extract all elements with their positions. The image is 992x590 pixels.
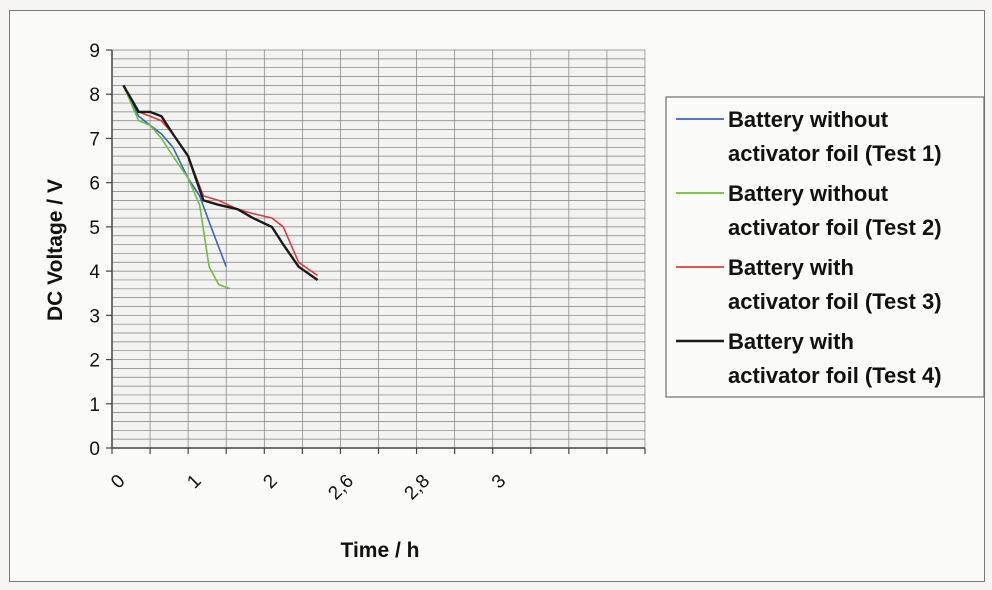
legend: Battery without activator foil (Test 1) Ba…	[665, 96, 985, 398]
series-line	[122, 84, 319, 281]
y-tick-label: 0	[89, 439, 100, 460]
x-tick-label: 2,8	[401, 471, 435, 505]
x-axis-title: Time / h	[341, 539, 420, 562]
y-tick-label: 9	[89, 41, 100, 62]
legend-label: Battery with	[728, 329, 854, 354]
series-line	[122, 84, 319, 277]
x-tick-label: 2,6	[324, 471, 358, 505]
y-tick-label: 7	[89, 129, 100, 150]
y-tick-label: 2	[89, 351, 100, 372]
y-tick-label: 8	[89, 85, 100, 106]
y-tick-label: 4	[89, 262, 100, 283]
legend-label: Battery without	[728, 181, 889, 206]
legend-label: activator foil (Test 2)	[728, 215, 942, 240]
legend-label: activator foil (Test 3)	[728, 289, 942, 314]
y-tick-label: 6	[89, 174, 100, 195]
series-line	[122, 85, 231, 290]
legend-label: activator foil (Test 4)	[728, 363, 942, 388]
series-line	[122, 85, 227, 267]
legend-label: Battery with	[728, 255, 854, 280]
x-tick-label: 1	[183, 471, 205, 493]
legend-box	[665, 96, 985, 398]
x-tick-label: 3	[488, 471, 510, 493]
legend-label: Battery without	[728, 107, 889, 132]
x-tick-label: 2	[259, 471, 281, 493]
y-tick-label: 5	[89, 218, 100, 239]
x-tick-label: 0	[107, 471, 129, 493]
y-tick-label: 1	[89, 395, 100, 416]
legend-label: activator foil (Test 1)	[728, 141, 942, 166]
y-tick-label: 3	[89, 306, 100, 327]
y-axis-title: DC Voltage / V	[44, 179, 67, 321]
